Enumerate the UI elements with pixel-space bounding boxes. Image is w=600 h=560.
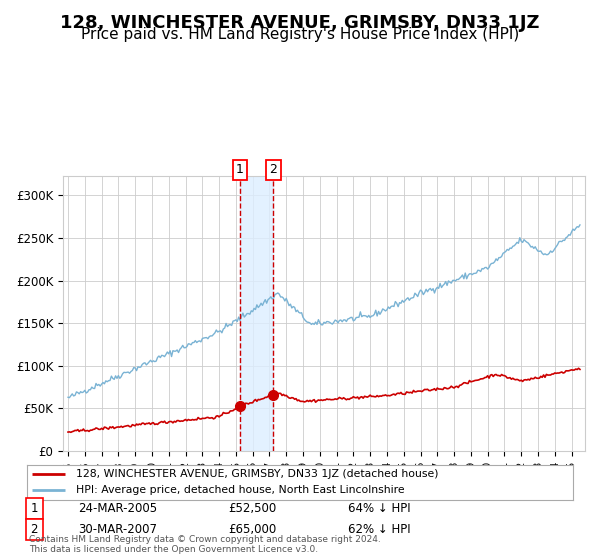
- Text: HPI: Average price, detached house, North East Lincolnshire: HPI: Average price, detached house, Nort…: [76, 485, 405, 495]
- Text: 2: 2: [269, 164, 277, 176]
- Text: 30-MAR-2007: 30-MAR-2007: [78, 522, 157, 536]
- Text: 24-MAR-2005: 24-MAR-2005: [78, 502, 157, 515]
- Text: Price paid vs. HM Land Registry's House Price Index (HPI): Price paid vs. HM Land Registry's House …: [81, 27, 519, 42]
- Text: 62% ↓ HPI: 62% ↓ HPI: [348, 522, 410, 536]
- Text: 2: 2: [31, 522, 38, 536]
- Text: £65,000: £65,000: [228, 522, 276, 536]
- Text: 64% ↓ HPI: 64% ↓ HPI: [348, 502, 410, 515]
- Text: 1: 1: [236, 164, 244, 176]
- Bar: [240, 176, 274, 451]
- Text: £52,500: £52,500: [228, 502, 276, 515]
- Text: 128, WINCHESTER AVENUE, GRIMSBY, DN33 1JZ: 128, WINCHESTER AVENUE, GRIMSBY, DN33 1J…: [61, 14, 539, 32]
- Text: 128, WINCHESTER AVENUE, GRIMSBY, DN33 1JZ (detached house): 128, WINCHESTER AVENUE, GRIMSBY, DN33 1J…: [76, 469, 439, 479]
- Text: Contains HM Land Registry data © Crown copyright and database right 2024.
This d: Contains HM Land Registry data © Crown c…: [29, 535, 380, 554]
- Text: 1: 1: [31, 502, 38, 515]
